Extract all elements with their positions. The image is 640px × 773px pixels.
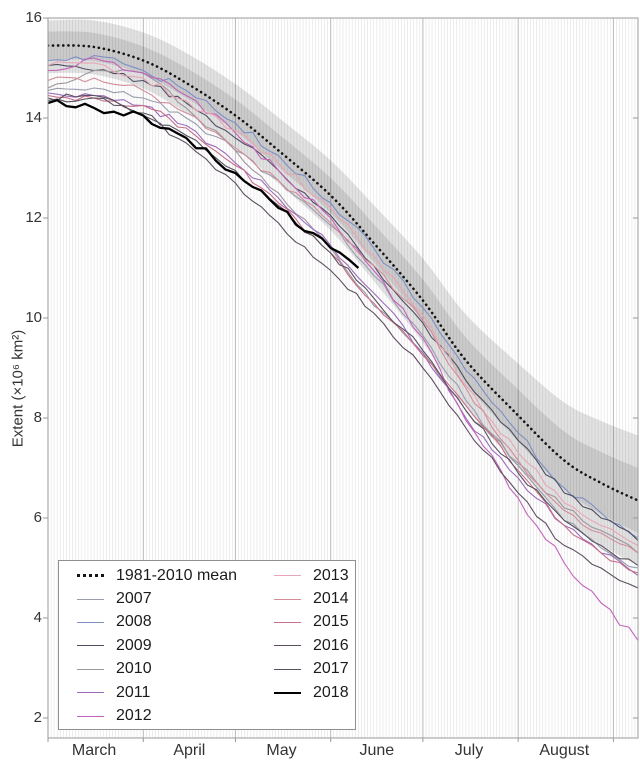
plot-frame [47,17,639,739]
y-axis-title: Extent (×10⁶ km²) [9,329,27,448]
legend-swatch-icon [77,645,104,647]
legend-label: 2008 [116,613,152,631]
legend-entry-2010: 2010 [77,658,274,681]
legend-label: 2007 [116,590,152,608]
legend-swatch-icon [274,668,301,670]
legend-entry-2018: 2018 [274,681,355,704]
series-line-2016 [48,93,638,589]
legend-swatch-icon [274,691,301,694]
y-tick-label-14: 14 [25,109,42,126]
legend-entry-2016: 2016 [274,634,355,657]
legend-entry-2012: 2012 [77,704,274,727]
series-line-2017 [48,97,638,566]
legend-swatch-icon [77,715,104,717]
mean-line [48,44,638,502]
legend-swatch-icon [274,598,301,600]
y-tick-label-4: 4 [33,609,42,626]
year-series-lines [48,54,638,641]
legend-entry-2013: 2013 [274,564,355,587]
legend-swatch-icon [77,621,104,623]
legend: 1981-2010 mean 2007 2008 2009 2010 2011 2012 20… [58,560,356,730]
legend-entry-2014: 2014 [274,587,355,610]
legend-entry-2017: 2017 [274,658,355,681]
band-outer [48,19,638,566]
x-month-label-april: April [173,742,206,759]
y-tick-label-16: 16 [25,9,42,26]
legend-entry-2009: 2009 [77,634,274,657]
legend-swatch-icon [274,645,301,647]
x-month-label-june: June [359,742,395,759]
legend-swatch-icon [77,598,104,600]
legend-label: 1981-2010 mean [116,566,237,584]
y-tick-label-12: 12 [25,209,42,226]
band-inner [48,31,638,533]
legend-label: 2017 [313,660,349,678]
axis-ticks [43,17,638,742]
legend-swatch-icon [77,574,104,578]
legend-swatch-icon [274,621,301,623]
y-tick-label-6: 6 [33,509,42,526]
legend-label: 2013 [313,566,349,584]
x-month-label-august: August [539,742,590,759]
x-month-label-july: July [454,742,484,759]
legend-swatch-icon [77,692,104,694]
legend-label: 2015 [313,613,349,631]
series-line-2014 [48,76,638,554]
x-month-label-may: May [266,742,297,759]
legend-label: 2018 [313,683,349,701]
legend-label: 2011 [116,683,151,701]
legend-swatch-icon [274,575,301,577]
series-line-2007 [48,87,638,569]
legend-entry-2011: 2011 [77,681,274,704]
legend-entry-1981-2010-mean: 1981-2010 mean [77,564,274,587]
legend-label: 2012 [116,707,152,725]
x-month-label-march: March [71,742,117,759]
series-line-2018 [48,99,360,269]
y-tick-label-10: 10 [25,309,42,326]
series-line-2011 [48,92,638,576]
legend-entry-2015: 2015 [274,611,355,634]
legend-label: 2014 [313,590,349,608]
y-tick-label-2: 2 [33,709,42,726]
legend-entry-2007: 2007 [77,587,274,610]
std-dev-bands [48,19,638,566]
legend-label: 2009 [116,636,152,654]
legend-label: 2016 [313,636,349,654]
series-line-2008 [48,54,638,539]
series-line-2015 [48,94,638,574]
legend-entry-2008: 2008 [77,611,274,634]
legend-label: 2010 [116,660,152,678]
y-tick-label-8: 8 [33,409,42,426]
legend-swatch-icon [77,668,104,670]
series-line-2013 [48,61,638,546]
